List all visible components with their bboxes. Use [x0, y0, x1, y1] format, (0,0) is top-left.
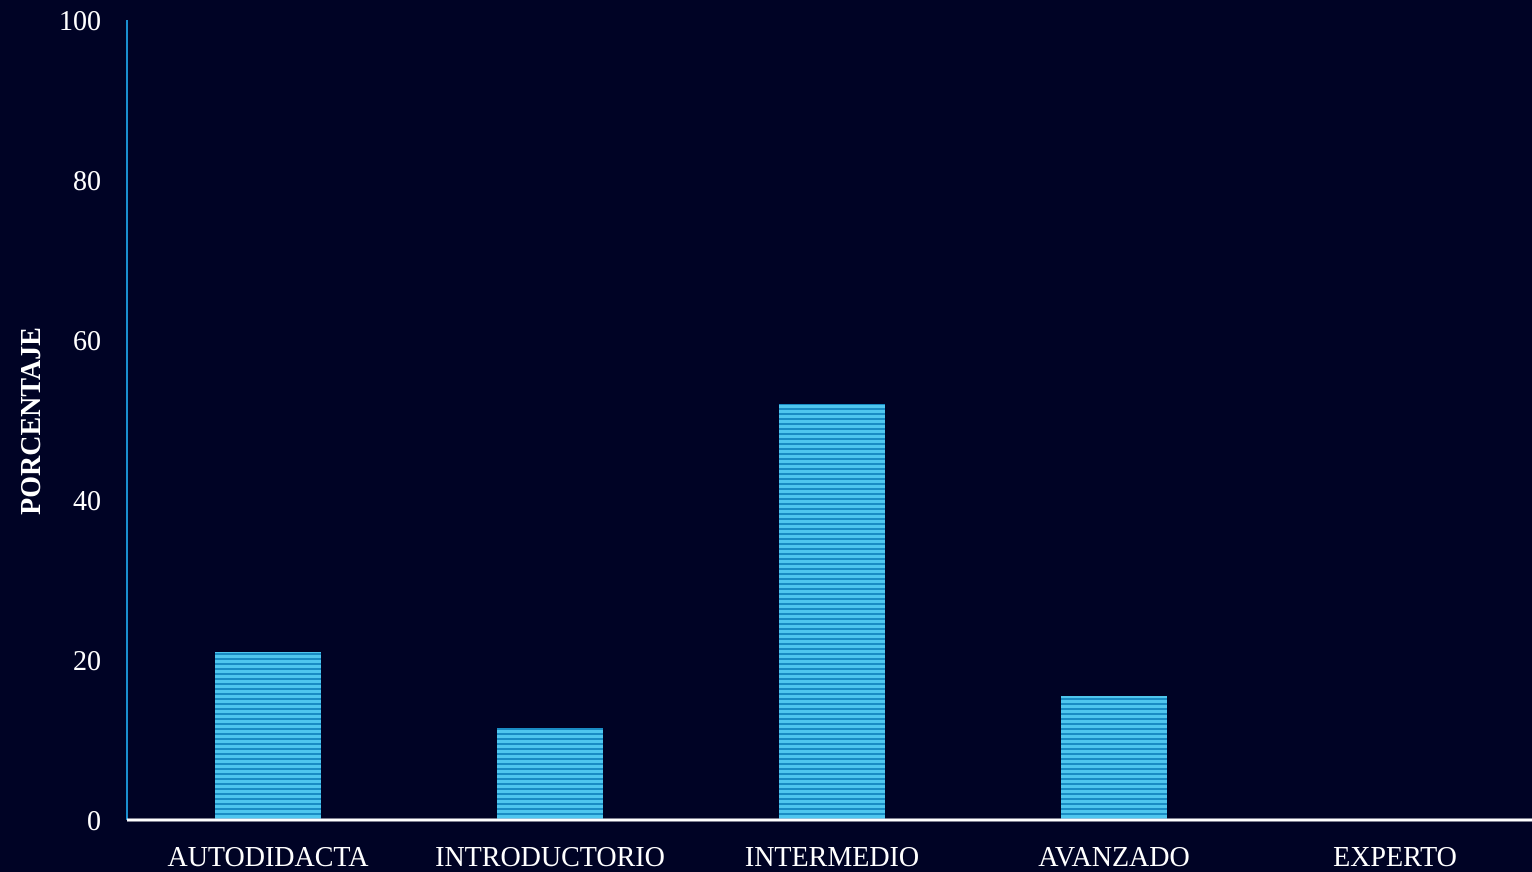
bars	[215, 404, 1167, 820]
x-tick-label: INTRODUCTORIO	[435, 842, 665, 872]
x-tick-label: AVANZADO	[1038, 842, 1189, 872]
bar	[215, 652, 321, 820]
bar	[779, 404, 885, 820]
y-tick-label: 0	[87, 806, 101, 837]
x-tick-label: INTERMEDIO	[745, 842, 919, 872]
x-tick-label: AUTODIDACTA	[167, 842, 369, 872]
y-tick-labels: 0 20 40 60 80 100	[59, 6, 101, 837]
y-tick-label: 20	[73, 646, 101, 677]
y-axis-label: PORCENTAJE	[16, 327, 47, 515]
y-tick-label: 80	[73, 166, 101, 197]
y-tick-label: 60	[73, 326, 101, 357]
x-tick-labels: AUTODIDACTA INTRODUCTORIO INTERMEDIO AVANZA…	[167, 842, 1456, 872]
bar	[497, 728, 603, 820]
bar	[1061, 696, 1167, 820]
x-tick-label: EXPERTO	[1333, 842, 1457, 872]
y-tick-label: 40	[73, 486, 101, 517]
y-tick-label: 100	[59, 6, 101, 37]
